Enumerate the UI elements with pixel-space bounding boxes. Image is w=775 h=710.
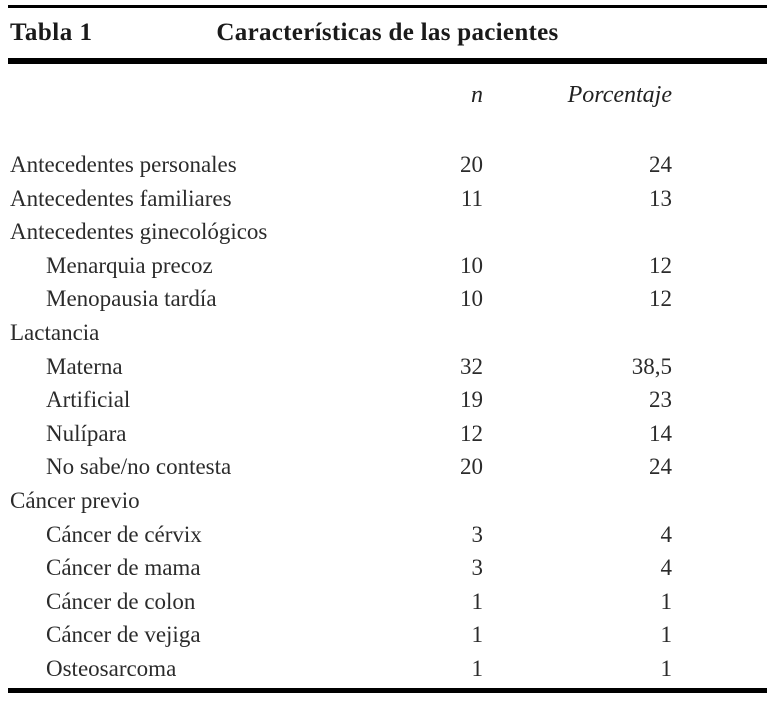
row-label: Osteosarcoma [46, 655, 177, 681]
row-porcentaje-value: 38,5 [631, 353, 672, 379]
table-row: Antecedentes familiares 11 13 [8, 182, 767, 216]
row-porcentaje-value: 1 [660, 655, 673, 681]
table-row: No sabe/no contesta 20 24 [8, 450, 767, 484]
row-porcentaje-value: 13 [649, 185, 672, 211]
row-n-value: 10 [460, 252, 483, 278]
table-header-row: n Porcentaje [8, 64, 767, 112]
row-porcentaje-value: 24 [649, 152, 672, 177]
row-n-value: 10 [460, 286, 483, 312]
table-row: Materna 32 38,5 [8, 350, 767, 384]
row-porcentaje-value: 23 [649, 387, 672, 413]
table-row: Menarquia precoz 10 12 [8, 249, 767, 283]
row-n-value: 20 [460, 454, 483, 480]
row-label: Antecedentes personales [10, 152, 237, 177]
table-body: Antecedentes personales 20 24 Antecedentes … [8, 148, 767, 688]
row-porcentaje-value: 14 [649, 420, 672, 446]
table-row: Cáncer de cérvix 3 4 [8, 518, 767, 552]
table-title: Características de las pacientes [216, 19, 559, 46]
row-label: Nulípara [46, 420, 127, 446]
row-porcentaje-value: 12 [649, 286, 672, 312]
table-title-row: Tabla 1 Características de las pacientes [8, 8, 767, 64]
row-label: Cáncer previo [10, 487, 140, 513]
row-porcentaje-value: 12 [649, 252, 672, 278]
row-label: Lactancia [10, 319, 100, 345]
row-label: Menopausia tardía [46, 286, 217, 312]
row-n-value: 1 [471, 655, 484, 681]
row-label: Cáncer de colon [46, 588, 196, 614]
table-row: Osteosarcoma 1 1 [8, 652, 767, 686]
row-porcentaje-value: 24 [649, 454, 672, 480]
row-n-value: 1 [471, 588, 484, 614]
row-label: Cáncer de mama [46, 555, 201, 581]
table-row: Cáncer de mama 3 4 [8, 551, 767, 585]
table-row: Cáncer de vejiga 1 1 [8, 618, 767, 652]
table-row: Artificial 19 23 [8, 383, 767, 417]
table-row: Cáncer de colon 1 1 [8, 585, 767, 619]
table-label: Tabla 1 [10, 19, 93, 46]
row-label: Artificial [46, 387, 131, 413]
row-label: Materna [46, 353, 123, 379]
table-group-row: Lactancia [8, 316, 767, 350]
row-n-value: 32 [460, 353, 483, 379]
row-label: Menarquia precoz [46, 252, 213, 278]
row-n-value: 20 [460, 152, 483, 177]
row-porcentaje-value: 1 [660, 622, 673, 648]
table-group-row: Cáncer previo [8, 484, 767, 518]
row-n-value: 11 [460, 185, 483, 211]
row-label: Antecedentes ginecológicos [10, 219, 268, 245]
row-n-value: 19 [460, 387, 483, 413]
table-row: Menopausia tardía 10 12 [8, 282, 767, 316]
row-n-value: 12 [460, 420, 483, 446]
row-label: Antecedentes familiares [10, 185, 232, 211]
column-header-n: n [471, 82, 483, 108]
table-row: Nulípara 12 14 [8, 417, 767, 451]
row-porcentaje-value: 4 [660, 521, 673, 547]
row-label: Cáncer de vejiga [46, 622, 201, 648]
table-figure: Tabla 1 Características de las pacientes… [8, 5, 767, 693]
row-n-value: 3 [471, 521, 484, 547]
column-header-porcentaje: Porcentaje [567, 82, 672, 108]
row-label: No sabe/no contesta [46, 454, 232, 480]
row-n-value: 1 [471, 622, 484, 648]
row-porcentaje-value: 1 [660, 588, 673, 614]
table-group-row: Antecedentes ginecológicos [8, 215, 767, 249]
row-n-value: 3 [471, 555, 484, 581]
row-label: Cáncer de cérvix [46, 521, 202, 547]
row-porcentaje-value: 4 [660, 555, 673, 581]
table-row: Antecedentes personales 20 24 [8, 148, 767, 182]
